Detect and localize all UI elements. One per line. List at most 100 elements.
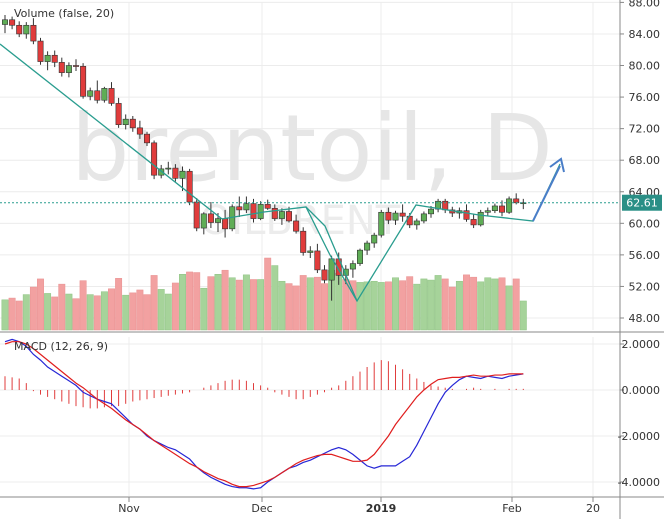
candle xyxy=(314,243,321,274)
candle xyxy=(506,196,513,214)
candle-body xyxy=(264,204,271,209)
time-tick-label: Feb xyxy=(502,502,521,515)
candle xyxy=(179,166,186,191)
volume-bar xyxy=(434,275,442,331)
volume-bar xyxy=(498,277,506,331)
candle xyxy=(115,97,122,128)
candle xyxy=(37,37,44,65)
candle-body xyxy=(65,65,72,73)
macd-tick-label: 0.0000 xyxy=(622,384,661,397)
candle-body xyxy=(23,24,30,35)
volume-bar xyxy=(512,278,520,331)
candle xyxy=(491,203,498,214)
candle-body xyxy=(87,90,94,97)
volume-bar xyxy=(214,274,222,331)
candle-body xyxy=(94,90,101,101)
volume-bar xyxy=(264,257,272,331)
volume-bar xyxy=(171,282,179,331)
price-tick-label: 80.00 xyxy=(629,60,661,73)
candle-body xyxy=(44,54,51,62)
volume-bar xyxy=(313,276,321,331)
time-tick-label: 2019 xyxy=(366,502,397,515)
volume-bar xyxy=(306,277,314,331)
candle-body xyxy=(193,201,200,229)
candle xyxy=(307,246,314,259)
candle-body xyxy=(136,127,143,135)
candle-body xyxy=(250,203,257,219)
candle xyxy=(321,265,328,284)
candle-body xyxy=(215,218,222,223)
macd-tick-label: -4.0000 xyxy=(618,476,660,489)
candle xyxy=(9,16,16,30)
candle xyxy=(1,15,9,34)
candle xyxy=(23,22,30,39)
candle xyxy=(165,161,172,175)
price-legend: Volume (false, 20) xyxy=(14,7,114,20)
candle xyxy=(200,212,207,235)
volume-bar xyxy=(349,280,357,331)
candle xyxy=(477,209,484,227)
price-tick-label: 84.00 xyxy=(629,28,661,41)
volume-bar xyxy=(463,274,470,331)
volume-bar xyxy=(470,276,478,331)
volume-bar xyxy=(519,300,527,331)
candle-body xyxy=(413,220,420,226)
volume-bar xyxy=(271,265,279,331)
candle-body xyxy=(16,24,23,35)
candle xyxy=(364,240,371,255)
candle-body xyxy=(129,118,136,129)
volume-bar xyxy=(193,272,201,331)
candle-body xyxy=(158,168,165,176)
volume-bar xyxy=(221,269,229,331)
candle xyxy=(101,86,108,103)
volume-bar xyxy=(399,280,407,331)
volume-bar xyxy=(441,278,449,331)
volume-bar xyxy=(413,283,421,331)
pattern-line xyxy=(305,206,358,302)
candle-body xyxy=(257,204,264,219)
projection-arrow-head xyxy=(549,157,565,173)
macd-tick-label: -2.0000 xyxy=(618,430,660,443)
price-tick-label: 48.00 xyxy=(629,312,661,325)
candle-body xyxy=(506,198,513,213)
candle xyxy=(356,248,363,266)
candle xyxy=(271,204,278,221)
price-tick-label: 56.00 xyxy=(629,249,661,262)
candle-body xyxy=(58,62,65,73)
volume-bar xyxy=(370,280,378,331)
candle-body xyxy=(463,210,470,220)
candle-body xyxy=(498,205,505,213)
volume-bar xyxy=(420,278,428,331)
candle-body xyxy=(371,234,378,244)
volume-bar xyxy=(505,285,513,331)
candle-body xyxy=(300,230,307,253)
candle-body xyxy=(513,198,520,204)
candle xyxy=(378,209,385,238)
volume-bar xyxy=(122,294,130,331)
candle-body xyxy=(172,167,179,179)
volume-bar xyxy=(477,281,485,331)
projection-arrow-line xyxy=(532,165,561,222)
candle-body xyxy=(51,54,58,63)
price-tick-label: 72.00 xyxy=(629,123,661,136)
volume-bar xyxy=(143,294,151,331)
volume-bar xyxy=(65,293,73,331)
candle xyxy=(413,218,420,230)
volume-bar xyxy=(51,296,59,331)
volume-bar xyxy=(228,277,236,331)
candle xyxy=(129,116,136,132)
candle-body xyxy=(491,205,498,211)
candle xyxy=(193,198,200,232)
volume-bar xyxy=(58,283,66,331)
candle-body xyxy=(364,242,371,251)
candle xyxy=(80,63,87,99)
candle xyxy=(264,199,271,210)
candle xyxy=(58,57,65,77)
candle-body xyxy=(470,219,477,226)
candle-body xyxy=(349,263,356,270)
candle-body xyxy=(293,220,300,232)
candle-body xyxy=(314,250,321,271)
price-tick-label: 68.00 xyxy=(629,154,661,167)
